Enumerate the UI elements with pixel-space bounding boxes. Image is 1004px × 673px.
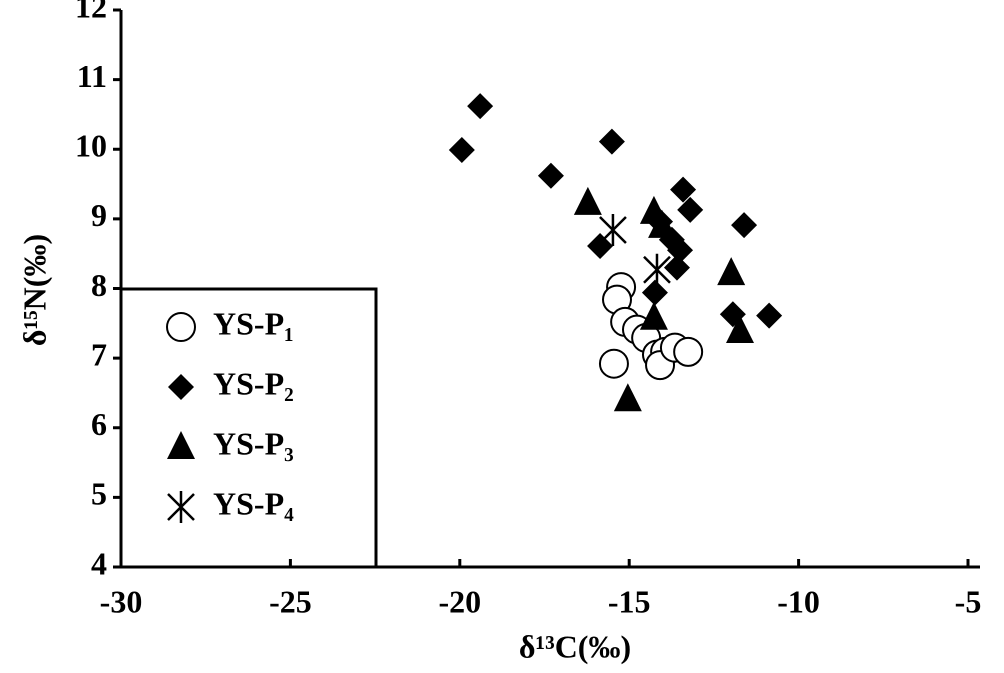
x-tick-label: -25 <box>269 583 312 619</box>
point <box>673 336 704 367</box>
legend-marker <box>167 491 195 523</box>
legend-label: YS-P₃ <box>213 425 294 461</box>
point <box>598 348 629 379</box>
x-tick-label: -10 <box>777 583 820 619</box>
y-tick-label: 11 <box>77 58 107 94</box>
point <box>725 314 754 343</box>
legend-label: YS-P₂ <box>213 365 294 401</box>
point <box>641 279 668 306</box>
point <box>598 128 625 155</box>
y-tick-label: 10 <box>75 128 107 164</box>
point <box>648 209 677 238</box>
x-tick-label: -20 <box>438 583 481 619</box>
point <box>677 196 704 223</box>
y-tick-label: 4 <box>91 545 107 581</box>
point <box>613 383 642 412</box>
point <box>573 186 602 215</box>
y-tick-label: 8 <box>91 267 107 303</box>
legend-marker <box>167 431 195 459</box>
y-tick-label: 12 <box>75 0 107 24</box>
point <box>643 253 671 286</box>
point <box>639 301 668 330</box>
point <box>599 214 627 247</box>
y-tick-label: 9 <box>91 197 107 233</box>
point <box>756 302 783 329</box>
point <box>663 254 690 281</box>
legend-label: YS-P₄ <box>213 485 294 521</box>
x-tick-label: -15 <box>608 583 651 619</box>
x-tick-label: -5 <box>955 583 982 619</box>
y-tick-label: 7 <box>91 336 107 372</box>
point <box>537 162 564 189</box>
legend-label: YS-P₁ <box>213 305 294 341</box>
x-axis-title: δ¹³C(‰) <box>519 628 631 664</box>
x-tick-label: -30 <box>100 583 143 619</box>
point <box>731 212 758 239</box>
legend-marker <box>166 312 196 342</box>
point <box>587 233 614 260</box>
point <box>670 176 697 203</box>
point <box>467 93 494 120</box>
legend-frame <box>121 287 378 567</box>
y-tick-label: 6 <box>91 406 107 442</box>
y-axis-title: δ¹⁵N(‰) <box>16 234 52 346</box>
y-tick-label: 5 <box>91 476 107 512</box>
point <box>448 136 475 163</box>
point <box>717 257 746 286</box>
legend-marker <box>168 374 194 400</box>
